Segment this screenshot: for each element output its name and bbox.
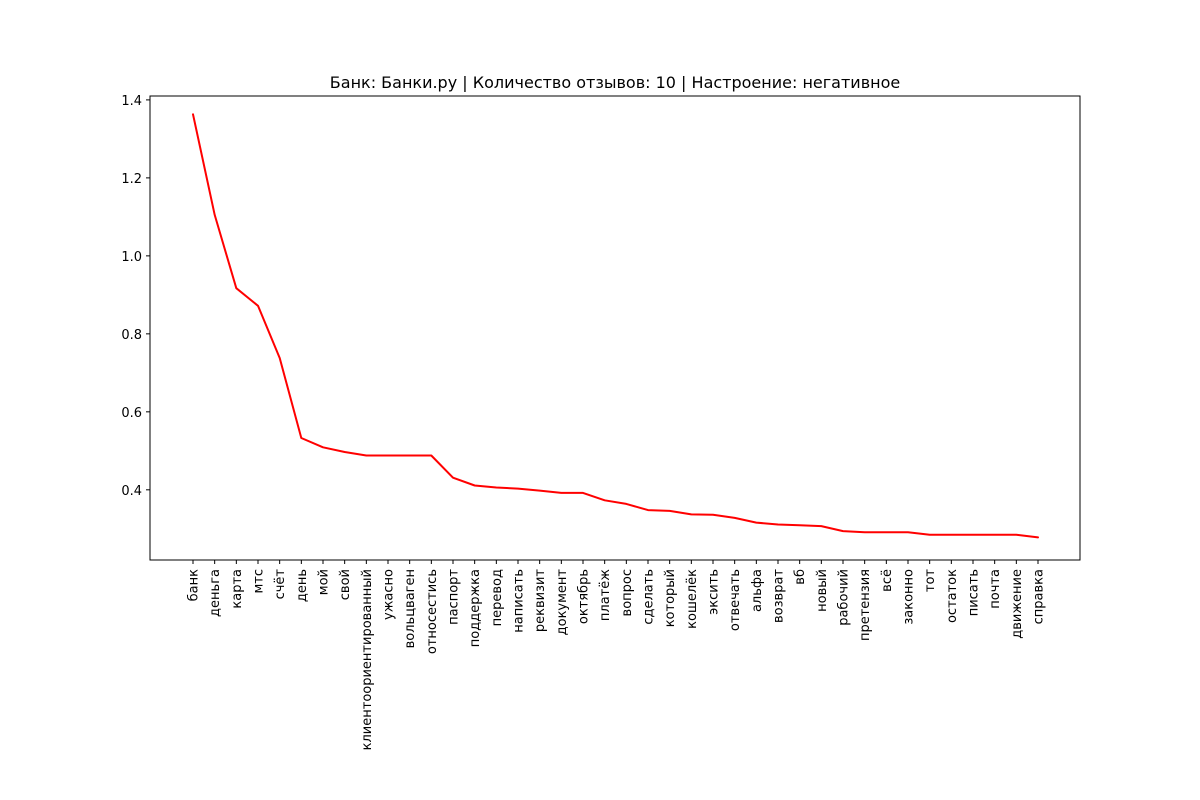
x-tick-label: вольцваген xyxy=(403,569,418,648)
plot-area: 0.4 0.6 0.8 1.0 1.2 1.4 банк деньга карта мтс счёт… xyxy=(121,94,1081,750)
x-tick-label: счёт xyxy=(273,569,288,600)
axes-frame xyxy=(149,95,1081,561)
y-tick-label: 0.4 xyxy=(121,484,142,499)
x-tick-label: претензия xyxy=(858,569,873,641)
x-tick-label: октябрь xyxy=(577,569,592,624)
x-tick-label: возврат xyxy=(772,569,787,623)
x-tick-label: законно xyxy=(902,569,917,625)
x-tick-label: рабочий xyxy=(837,569,852,626)
x-tick-label: писать xyxy=(967,569,982,616)
x-tick-label: справка xyxy=(1032,569,1047,624)
x-tick-label: мой xyxy=(317,569,332,595)
x-tick-label: движение xyxy=(1010,569,1025,639)
x-tick-label: мтс xyxy=(252,569,267,594)
x-tick-label: который xyxy=(663,569,678,627)
x-tick-label: банк xyxy=(187,569,202,601)
data-line xyxy=(192,113,1039,539)
x-tick-label: вопрос xyxy=(620,569,635,616)
x-tick-label: свой xyxy=(338,569,353,600)
x-tick-label: реквизит xyxy=(533,569,548,633)
x-tick-label: сделать xyxy=(642,569,657,625)
y-tick-label: 1.2 xyxy=(121,172,142,187)
x-tick-label: вб xyxy=(793,569,808,585)
x-tick-label: карта xyxy=(230,569,245,609)
y-tick-label: 0.6 xyxy=(121,406,142,421)
y-tick-label: 1.0 xyxy=(121,250,142,265)
x-tick-label: день xyxy=(295,569,310,602)
x-tick-label: остаток xyxy=(945,569,960,623)
x-tick-label: эксить xyxy=(707,569,722,615)
y-tick-label: 0.8 xyxy=(121,328,142,343)
chart-title: Банк: Банки.ру | Количество отзывов: 10 … xyxy=(330,73,900,92)
x-tick-label: перевод xyxy=(490,569,505,626)
x-tick-label: новый xyxy=(815,569,830,612)
x-tick-label: отвечать xyxy=(728,569,743,631)
x-tick-label: паспорт xyxy=(447,569,462,625)
x-tick-label: тот xyxy=(923,569,938,593)
x-tick-label: относестись xyxy=(425,569,440,654)
x-tick-label: всё xyxy=(880,569,895,592)
x-tick-label: документ xyxy=(555,569,570,636)
x-tick-label: деньга xyxy=(208,569,223,617)
x-tick-label: написать xyxy=(512,569,527,633)
x-tick-label: кошелёк xyxy=(685,569,700,629)
x-tick-label: клиентоориентированный xyxy=(360,569,375,750)
y-tick-label: 1.4 xyxy=(121,94,142,109)
x-tick-label: ужасно xyxy=(382,569,397,620)
x-tick-label: альфа xyxy=(750,569,765,612)
x-tick-label: поддержка xyxy=(468,569,483,647)
x-tick-label: платёж xyxy=(598,569,613,621)
x-tick-label: почта xyxy=(988,569,1003,609)
